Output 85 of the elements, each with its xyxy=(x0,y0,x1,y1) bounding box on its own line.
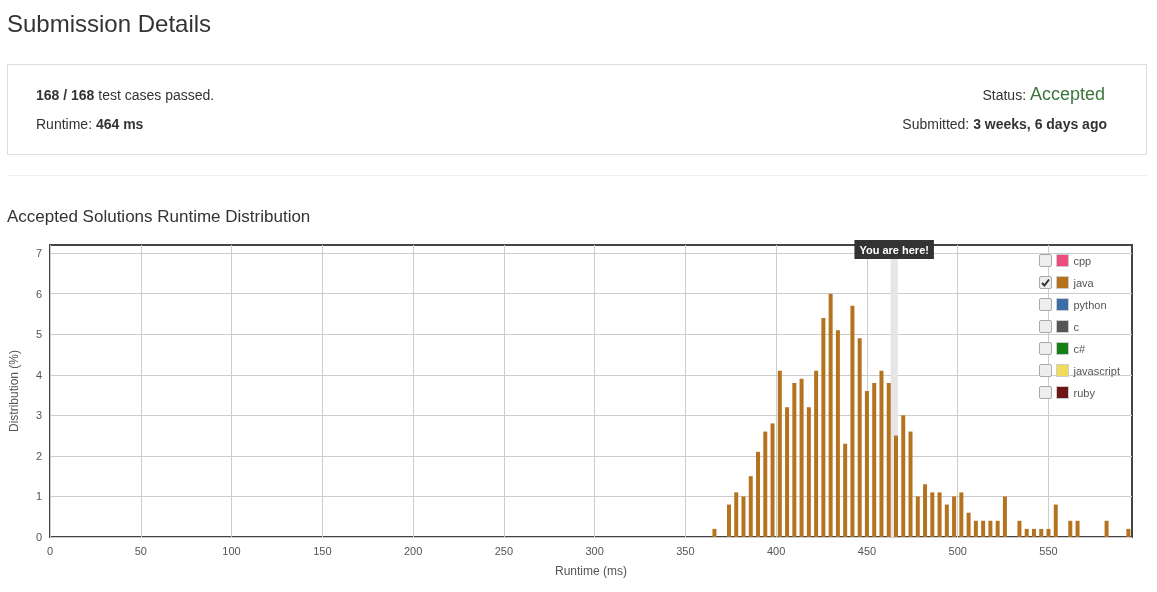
bar xyxy=(857,338,862,537)
bar xyxy=(872,382,877,537)
bar xyxy=(785,407,790,537)
legend-label: java xyxy=(1072,276,1095,289)
x-axis-title: Runtime (ms) xyxy=(554,564,628,578)
bar xyxy=(792,382,797,537)
text: 168 / 168 test cases passed. xyxy=(36,87,215,103)
bar xyxy=(763,431,768,537)
bar xyxy=(944,504,949,537)
bar xyxy=(973,520,978,537)
bar xyxy=(1002,496,1007,537)
bar xyxy=(893,435,898,537)
legend-label: c# xyxy=(1073,342,1086,355)
y-tick-label: 1 xyxy=(35,490,42,503)
bar xyxy=(1068,520,1073,537)
chart-title: Accepted Solutions Runtime Distribution xyxy=(7,207,311,227)
bar xyxy=(748,476,753,537)
bar xyxy=(1046,528,1051,537)
x-tick-label: 300 xyxy=(585,544,604,557)
y-tick-label: 2 xyxy=(35,449,42,462)
bar xyxy=(1104,520,1109,537)
y-tick-label: 4 xyxy=(35,368,42,381)
bar xyxy=(879,370,884,537)
x-tick-label: 50 xyxy=(134,544,147,557)
bar xyxy=(835,330,840,537)
bar xyxy=(734,492,739,537)
bar xyxy=(712,528,717,537)
bar xyxy=(923,484,928,537)
bar xyxy=(864,391,869,537)
x-tick-label: 250 xyxy=(494,544,514,557)
legend-label: c xyxy=(1073,320,1080,333)
legend-label: javascript xyxy=(1072,364,1120,377)
text: Runtime: 464 ms xyxy=(36,116,144,132)
y-tick-label: 5 xyxy=(35,328,42,341)
x-tick-label: 400 xyxy=(766,544,786,557)
bar xyxy=(821,318,826,537)
bar xyxy=(908,431,913,537)
text: Status: Accepted xyxy=(982,84,1105,104)
bar xyxy=(1039,528,1044,537)
bar xyxy=(1017,520,1022,537)
bar xyxy=(726,504,731,537)
bar xyxy=(930,492,935,537)
y-tick-label: 3 xyxy=(35,409,42,422)
bar xyxy=(1053,504,1058,537)
bar xyxy=(937,492,942,537)
bar xyxy=(828,293,833,537)
x-tick-label: 150 xyxy=(313,544,332,557)
x-tick-label: 200 xyxy=(403,544,423,557)
y-tick-label: 7 xyxy=(35,247,42,260)
bar xyxy=(1024,528,1029,537)
legend-label: ruby xyxy=(1073,386,1096,399)
bar xyxy=(770,423,775,537)
x-tick-label: 550 xyxy=(1039,544,1058,557)
text: Submitted: 3 weeks, 6 days ago xyxy=(902,116,1107,132)
legend-label: cpp xyxy=(1073,254,1092,267)
bar xyxy=(988,520,993,537)
bar xyxy=(959,492,964,537)
x-tick-label: 450 xyxy=(857,544,877,557)
bar xyxy=(850,305,855,537)
bar xyxy=(777,370,782,537)
bar xyxy=(806,407,811,537)
band-label: You are here! xyxy=(859,243,929,256)
bar xyxy=(741,496,746,537)
legend-label: python xyxy=(1073,298,1107,311)
text: Submission Details xyxy=(7,10,212,38)
bar xyxy=(995,520,1000,537)
x-tick-label: 500 xyxy=(948,544,967,557)
bar xyxy=(966,512,971,537)
bar xyxy=(843,443,848,537)
bar xyxy=(981,520,986,537)
bar xyxy=(952,496,957,537)
bar xyxy=(799,378,804,537)
x-tick-label: 350 xyxy=(676,544,695,557)
bar xyxy=(1126,528,1131,537)
bar xyxy=(814,370,819,537)
y-tick-label: 6 xyxy=(35,287,42,300)
bar xyxy=(756,451,761,537)
y-axis-title: Distribution (%) xyxy=(7,349,21,433)
bar xyxy=(901,415,906,537)
bar xyxy=(915,496,920,537)
bar xyxy=(1075,520,1080,537)
bar xyxy=(1031,528,1036,537)
y-tick-label: 0 xyxy=(35,531,42,543)
x-tick-label: 0 xyxy=(46,544,54,557)
x-tick-label: 100 xyxy=(222,544,241,557)
